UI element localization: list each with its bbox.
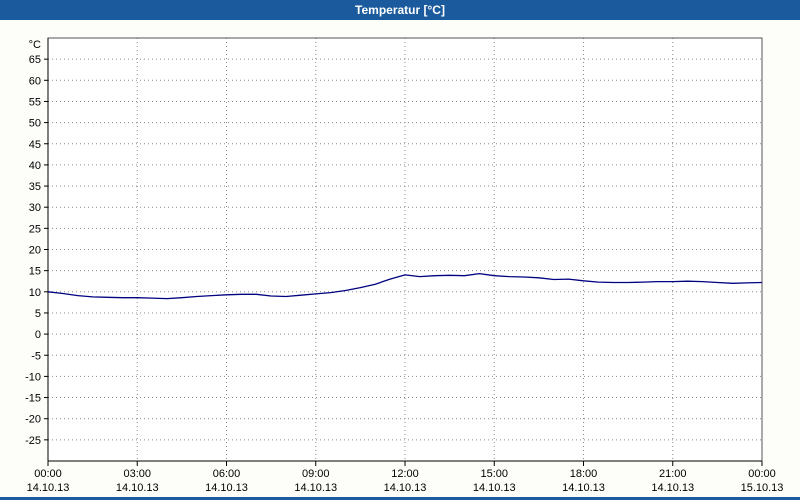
y-tick-label: 40 — [29, 160, 41, 172]
chart-title: Temperatur [°C] — [355, 3, 445, 17]
x-tick-time-label: 03:00 — [123, 468, 151, 480]
y-tick-label: 0 — [35, 329, 41, 341]
x-tick-time-label: 09:00 — [302, 468, 330, 480]
y-tick-label: -5 — [31, 350, 41, 362]
temperature-line — [47, 272, 763, 300]
x-tick-time-label: 00:00 — [34, 468, 62, 480]
x-tick-date-label: 14.10.13 — [205, 482, 248, 492]
x-tick-date-label: 14.10.13 — [27, 482, 70, 492]
y-tick-label: 10 — [29, 287, 41, 299]
y-tick-label: -15 — [25, 393, 41, 405]
y-tick-label: 15 — [29, 266, 41, 278]
y-tick-label: 65 — [29, 54, 41, 66]
y-tick-label: -25 — [25, 435, 41, 447]
y-tick-label: 60 — [29, 75, 41, 87]
y-tick-label: 5 — [35, 308, 41, 320]
x-tick-time-label: 06:00 — [213, 468, 241, 480]
y-tick-label: 55 — [29, 96, 41, 108]
chart-area: 65 60 55 50 45 40 35 30 25 20 15 10 5 0 -5 -10 -15 -20 -25… — [0, 20, 800, 497]
x-tick-time-label: 00:00 — [748, 468, 776, 480]
y-tick-label: 20 — [29, 245, 41, 257]
x-tick-time-label: 18:00 — [570, 468, 598, 480]
x-tick-time-label: 12:00 — [391, 468, 419, 480]
y-tick-label: 25 — [29, 223, 41, 235]
x-tick-date-label: 14.10.13 — [562, 482, 605, 492]
x-tick-time-label: 21:00 — [659, 468, 687, 480]
y-tick-label: -20 — [25, 414, 41, 426]
title-bar: Temperatur [°C] — [0, 0, 800, 20]
y-axis-unit-label: °C — [29, 39, 41, 51]
x-tick-date-label: 14.10.13 — [651, 482, 694, 492]
y-tick-label: -10 — [25, 371, 41, 383]
x-tick-date-label: 14.10.13 — [384, 482, 427, 492]
y-tick-label: 45 — [29, 139, 41, 151]
x-tick-time-label: 15:00 — [480, 468, 508, 480]
y-tick-label: 35 — [29, 181, 41, 193]
x-tick-date-label: 15.10.13 — [741, 482, 784, 492]
window-bottom-border — [0, 497, 800, 500]
x-tick-date-label: 14.10.13 — [116, 482, 159, 492]
y-tick-label: 30 — [29, 202, 41, 214]
y-tick-label: 50 — [29, 118, 41, 130]
x-tick-date-label: 14.10.13 — [473, 482, 516, 492]
x-tick-date-label: 14.10.13 — [294, 482, 337, 492]
temperature-chart: 65605550454035302520151050-5-10-15-20-25… — [25, 37, 784, 494]
